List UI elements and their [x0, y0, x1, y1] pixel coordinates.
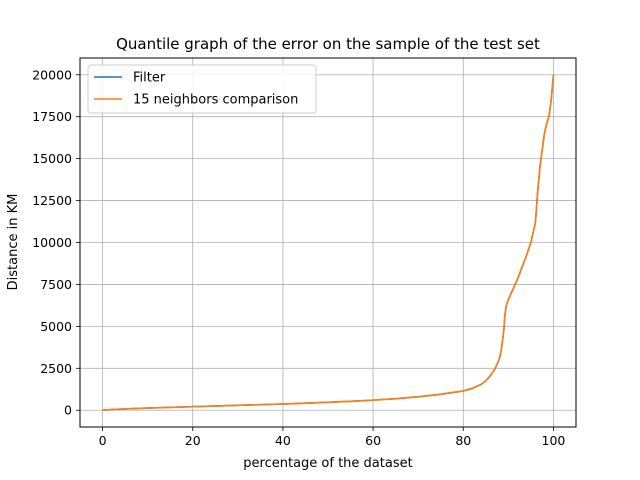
y-tick-label: 7500: [40, 277, 72, 292]
y-tick-label: 2500: [40, 361, 72, 376]
series-lines: [102, 74, 555, 412]
x-tick-label: 0: [99, 433, 107, 448]
x-axis-ticks: 0 20 40 60 80 100: [99, 427, 566, 448]
x-axis-label: percentage of the dataset: [243, 456, 412, 471]
legend-box: [87, 64, 317, 114]
chart-title: Quantile graph of the error on the sampl…: [116, 35, 540, 53]
y-tick-label: 15000: [32, 151, 72, 166]
y-tick-label: 20000: [32, 67, 72, 82]
y-tick-label: 12500: [32, 193, 72, 208]
x-tick-label: 100: [542, 433, 566, 448]
x-tick-label: 80: [455, 433, 471, 448]
x-tick-label: 40: [275, 433, 291, 448]
legend-label: Filter: [133, 71, 166, 86]
x-tick-label: 60: [365, 433, 381, 448]
y-tick-label: 0: [64, 403, 72, 418]
legend: Filter 15 neighbors comparison: [87, 64, 317, 114]
grid: [80, 58, 576, 427]
y-axis-ticks: 0 2500 5000 7500 10000 12500 15000 17500 20000: [32, 67, 80, 418]
y-tick-label: 5000: [40, 319, 72, 334]
series-line-2: [102, 74, 555, 412]
y-axis-label: Distance in KM: [6, 194, 21, 291]
y-tick-label: 10000: [32, 235, 72, 250]
y-tick-label: 17500: [32, 109, 72, 124]
x-tick-label: 20: [185, 433, 201, 448]
legend-label: 15 neighbors comparison: [133, 93, 298, 108]
